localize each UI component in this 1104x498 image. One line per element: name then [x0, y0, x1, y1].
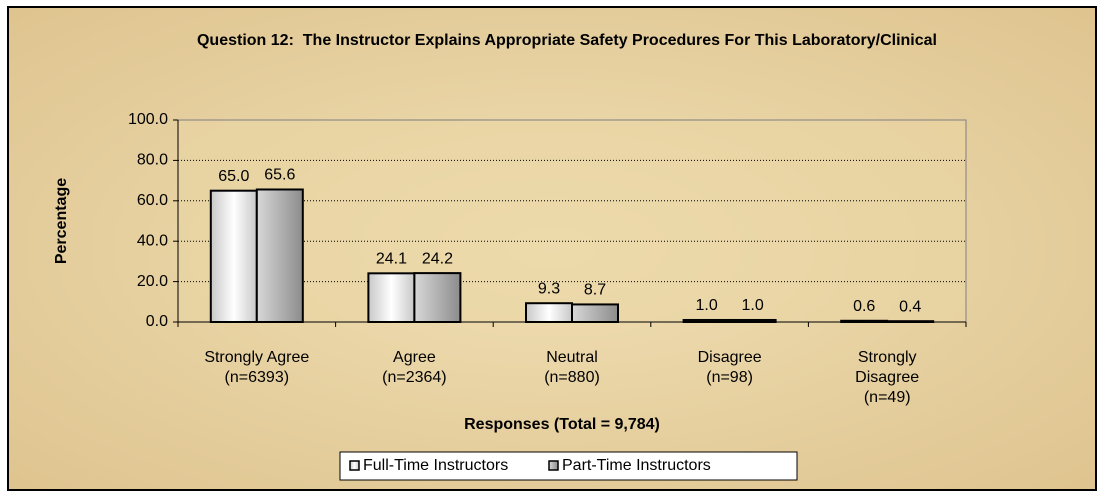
bar	[728, 318, 777, 324]
value-label: 65.6	[264, 167, 295, 184]
value-label: 24.2	[422, 250, 453, 267]
bar	[525, 302, 573, 323]
y-tick-label: 0.0	[146, 313, 168, 330]
legend-label: Full-Time Instructors	[363, 457, 508, 474]
x-tick-label: (n=98)	[706, 369, 753, 386]
bar	[886, 320, 935, 323]
x-tick-label: (n=6393)	[225, 369, 290, 386]
legend-label: Part-Time Instructors	[562, 457, 711, 474]
value-label: 9.3	[538, 280, 560, 297]
value-label: 1.0	[741, 297, 763, 314]
bar	[682, 318, 731, 324]
x-tick-label: Disagree	[698, 349, 762, 366]
x-tick-label: Neutral	[546, 349, 598, 366]
legend-box	[339, 451, 798, 481]
y-tick-label: 20.0	[137, 273, 168, 290]
x-tick-label: (n=880)	[544, 369, 600, 386]
y-tick-label: 100.0	[128, 111, 168, 128]
x-axis-label: Responses (Total = 9,784)	[464, 416, 660, 433]
x-tick-label: Disagree	[855, 369, 919, 386]
x-tick-label: Strongly Agree	[204, 349, 309, 366]
x-tick-label: (n=49)	[864, 389, 911, 406]
value-label: 1.0	[695, 297, 717, 314]
y-tick-label: 60.0	[137, 192, 168, 209]
value-label: 0.4	[899, 298, 921, 315]
y-tick-label: 80.0	[137, 152, 168, 169]
bar	[840, 319, 889, 323]
x-tick-label: Strongly	[858, 349, 917, 366]
x-tick-label: Agree	[393, 349, 436, 366]
plot-area	[177, 119, 967, 323]
value-label: 24.1	[376, 251, 407, 268]
value-label: 0.6	[853, 298, 875, 315]
y-tick-label: 40.0	[137, 232, 168, 249]
x-tick-label: (n=2364)	[382, 369, 447, 386]
chart-title: Question 12: The Instructor Explains App…	[196, 32, 937, 49]
legend-swatch	[349, 460, 360, 471]
value-label: 8.7	[584, 282, 606, 299]
value-label: 65.0	[218, 168, 249, 185]
y-axis-label: Percentage	[53, 178, 70, 264]
bar	[209, 189, 258, 323]
bar	[413, 272, 462, 323]
legend-swatch	[548, 460, 559, 471]
bar	[571, 303, 619, 323]
bar	[255, 188, 304, 323]
bar	[367, 272, 416, 323]
